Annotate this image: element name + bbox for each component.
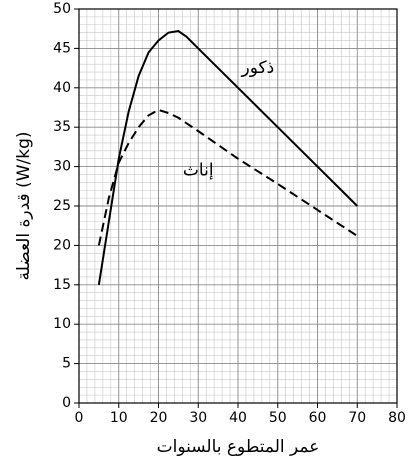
y-axis-label: قدرة العضلة (W/kg) — [14, 131, 34, 280]
y-tick-label: 20 — [53, 237, 71, 253]
y-tick-label: 35 — [53, 119, 71, 135]
y-tick-label: 0 — [62, 395, 71, 411]
plot-frame — [78, 8, 398, 404]
y-tick-label: 45 — [53, 40, 71, 56]
x-tick-label: 50 — [269, 410, 287, 426]
y-tick-label: 10 — [53, 316, 71, 332]
y-tick-label: 50 — [53, 1, 71, 17]
x-tick-label: 40 — [229, 410, 247, 426]
y-tick-label: 25 — [53, 198, 71, 214]
y-tick-label: 15 — [53, 277, 71, 293]
x-tick-label: 0 — [75, 410, 84, 426]
x-axis-label: عمر المتطوع بالسنوات — [157, 437, 320, 457]
y-tick-label: 30 — [53, 159, 71, 175]
x-tick-label: 70 — [348, 410, 366, 426]
x-tick-label: 30 — [189, 410, 207, 426]
annotation: إناث — [183, 161, 214, 181]
x-tick-label: 60 — [309, 410, 327, 426]
y-tick-label: 5 — [62, 356, 71, 372]
series-line — [97, 108, 358, 246]
y-tick-label: 40 — [53, 80, 71, 96]
series-line — [97, 30, 358, 285]
x-tick-label: 20 — [150, 410, 168, 426]
x-tick-label: 80 — [388, 410, 406, 426]
annotation: ذكور — [241, 58, 275, 78]
x-tick-label: 10 — [110, 410, 128, 426]
